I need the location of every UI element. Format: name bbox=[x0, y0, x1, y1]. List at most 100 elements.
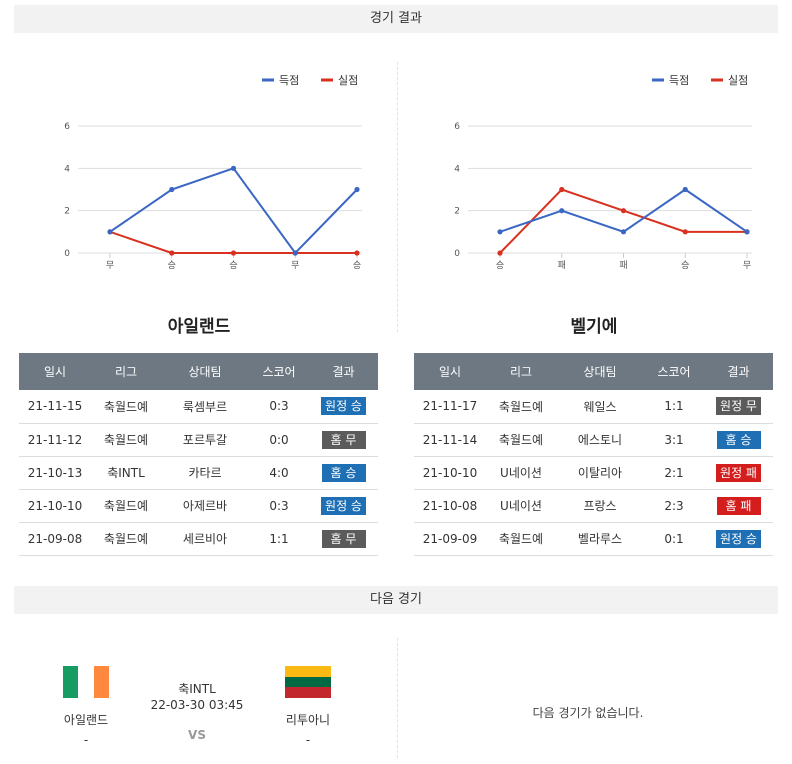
series-line-conceded bbox=[499, 188, 747, 254]
result-badge: 원정 승 bbox=[321, 496, 366, 515]
table-row: 21-11-14 축월드예 에스토니 3:1 홈 승 bbox=[414, 423, 773, 457]
match-score-cell: 0:3 bbox=[249, 390, 309, 424]
legend-label: 실점 bbox=[728, 74, 748, 87]
series-line-conceded bbox=[109, 230, 357, 254]
match-date-cell: 21-10-10 bbox=[414, 456, 486, 490]
x-tick-label: 승 bbox=[681, 260, 689, 271]
flag-stripe bbox=[63, 666, 79, 698]
column-header: 상대팀 bbox=[556, 353, 644, 390]
next-match-divider bbox=[397, 638, 398, 758]
data-point-scored bbox=[744, 229, 750, 235]
match-date-cell: 21-10-10 bbox=[19, 489, 91, 523]
next-match-datetime: 22-03-30 03:45 bbox=[150, 698, 244, 712]
y-tick-label: 4 bbox=[64, 164, 70, 174]
column-header: 일시 bbox=[414, 353, 486, 390]
match-score-cell: 0:1 bbox=[644, 522, 704, 556]
y-tick-label: 2 bbox=[64, 207, 70, 217]
column-header: 일시 bbox=[19, 353, 91, 390]
y-tick-label: 6 bbox=[64, 122, 70, 132]
x-tick-label: 승 bbox=[353, 260, 361, 271]
data-point-scored bbox=[354, 186, 360, 193]
match-result-cell: 홈 승 bbox=[704, 423, 773, 457]
match-date-cell: 21-10-08 bbox=[414, 489, 486, 523]
y-tick-label: 2 bbox=[454, 207, 460, 217]
match-result-cell: 원정 무 bbox=[704, 390, 773, 424]
column-header: 결과 bbox=[309, 353, 378, 390]
match-score-cell: 0:3 bbox=[249, 489, 309, 523]
match-date-cell: 21-11-14 bbox=[414, 423, 486, 457]
data-point-conceded bbox=[497, 250, 503, 256]
y-tick-label: 6 bbox=[454, 122, 460, 132]
flag-stripe bbox=[285, 676, 331, 688]
data-point-scored bbox=[107, 229, 113, 235]
result-badge: 원정 승 bbox=[321, 397, 366, 416]
match-date-cell: 21-09-09 bbox=[414, 522, 486, 556]
table-row: 21-10-10 축월드예 아제르바 0:3 원정 승 bbox=[19, 489, 378, 523]
x-tick-label: 승 bbox=[496, 260, 504, 271]
match-league-cell: 축INTL bbox=[91, 456, 161, 490]
next-match-section-header: 다음 경기 bbox=[14, 586, 778, 614]
table-row: 21-10-13 축INTL 카타르 4:0 홈 승 bbox=[19, 456, 378, 490]
y-tick-label: 4 bbox=[454, 164, 460, 174]
away-team-score: - bbox=[305, 733, 311, 747]
legend-label: 실점 bbox=[338, 74, 358, 87]
match-opponent-cell[interactable]: 룩셈부르 bbox=[161, 390, 249, 424]
match-opponent-cell[interactable]: 웨일스 bbox=[556, 390, 644, 424]
away-team-name[interactable]: 리투아니 bbox=[285, 713, 331, 727]
results-section-header: 경기 결과 bbox=[14, 5, 778, 33]
table-row: 21-11-15 축월드예 룩셈부르 0:3 원정 승 bbox=[19, 390, 378, 424]
x-tick-label: 승 bbox=[229, 260, 237, 271]
x-tick-label: 무 bbox=[743, 260, 751, 271]
vs-label: VS bbox=[188, 728, 206, 742]
left-team-title: 아일랜드 bbox=[167, 317, 231, 337]
table-header-row: 일시 리그 상대팀 스코어 결과 bbox=[414, 353, 773, 390]
match-date-cell: 21-11-12 bbox=[19, 423, 91, 457]
match-opponent-cell[interactable]: 벨라루스 bbox=[556, 522, 644, 556]
match-score-cell: 0:0 bbox=[249, 423, 309, 457]
table-row: 21-10-08 U네이션 프랑스 2:3 홈 패 bbox=[414, 489, 773, 523]
match-opponent-cell[interactable]: 카타르 bbox=[161, 456, 249, 490]
data-point-conceded bbox=[682, 229, 688, 235]
match-score-cell: 3:1 bbox=[644, 423, 704, 457]
left-chart-svg: 득점 실점 0 2 4 6 무 승 승 무 승 bbox=[64, 74, 362, 271]
table-row: 21-09-09 축월드예 벨라루스 0:1 원정 승 bbox=[414, 522, 773, 556]
match-league-cell: 축월드예 bbox=[486, 423, 556, 457]
match-opponent-cell[interactable]: 프랑스 bbox=[556, 489, 644, 523]
match-opponent-cell[interactable]: 세르비아 bbox=[161, 522, 249, 556]
legend-label: 득점 bbox=[279, 74, 299, 87]
match-opponent-cell[interactable]: 이탈리아 bbox=[556, 456, 644, 490]
data-point-scored bbox=[559, 208, 565, 214]
data-point-conceded bbox=[354, 250, 360, 256]
x-tick-label: 무 bbox=[291, 260, 299, 271]
column-header: 리그 bbox=[91, 353, 161, 390]
result-badge: 홈 패 bbox=[716, 496, 761, 515]
x-tick-label: 패 bbox=[619, 260, 627, 271]
match-league-cell: 축월드예 bbox=[486, 390, 556, 424]
match-league-cell: 축월드예 bbox=[91, 390, 161, 424]
match-league-cell: 축월드예 bbox=[486, 522, 556, 556]
ireland-flag-icon bbox=[63, 666, 109, 698]
data-point-scored bbox=[620, 229, 627, 235]
home-team-name[interactable]: 아일랜드 bbox=[63, 713, 109, 727]
match-result-cell: 원정 패 bbox=[704, 456, 773, 490]
result-badge: 원정 승 bbox=[716, 529, 761, 548]
no-next-match-message: 다음 경기가 없습니다. bbox=[532, 706, 644, 720]
data-point-scored bbox=[230, 165, 237, 171]
match-opponent-cell[interactable]: 아제르바 bbox=[161, 489, 249, 523]
result-badge: 원정 패 bbox=[716, 463, 761, 482]
lithuania-flag-icon bbox=[285, 666, 331, 699]
match-result-cell: 홈 무 bbox=[309, 423, 378, 457]
flag-stripe bbox=[78, 666, 94, 698]
table-row: 21-10-10 U네이션 이탈리아 2:1 원정 패 bbox=[414, 456, 773, 490]
match-opponent-cell[interactable]: 에스토니 bbox=[556, 423, 644, 457]
match-league-cell: U네이션 bbox=[486, 489, 556, 523]
next-match-section-title: 다음 경기 bbox=[370, 592, 422, 607]
match-league-cell: 축월드예 bbox=[91, 489, 161, 523]
next-match-home-team: 아일랜드 - bbox=[26, 666, 146, 747]
table-header-row: 일시 리그 상대팀 스코어 결과 bbox=[19, 353, 378, 390]
match-league-cell: 축월드예 bbox=[91, 423, 161, 457]
match-league-cell: U네이션 bbox=[486, 456, 556, 490]
result-badge: 홈 무 bbox=[321, 529, 366, 548]
next-match-info: 축INTL 22-03-30 03:45 bbox=[137, 681, 257, 713]
match-opponent-cell[interactable]: 포르투갈 bbox=[161, 423, 249, 457]
